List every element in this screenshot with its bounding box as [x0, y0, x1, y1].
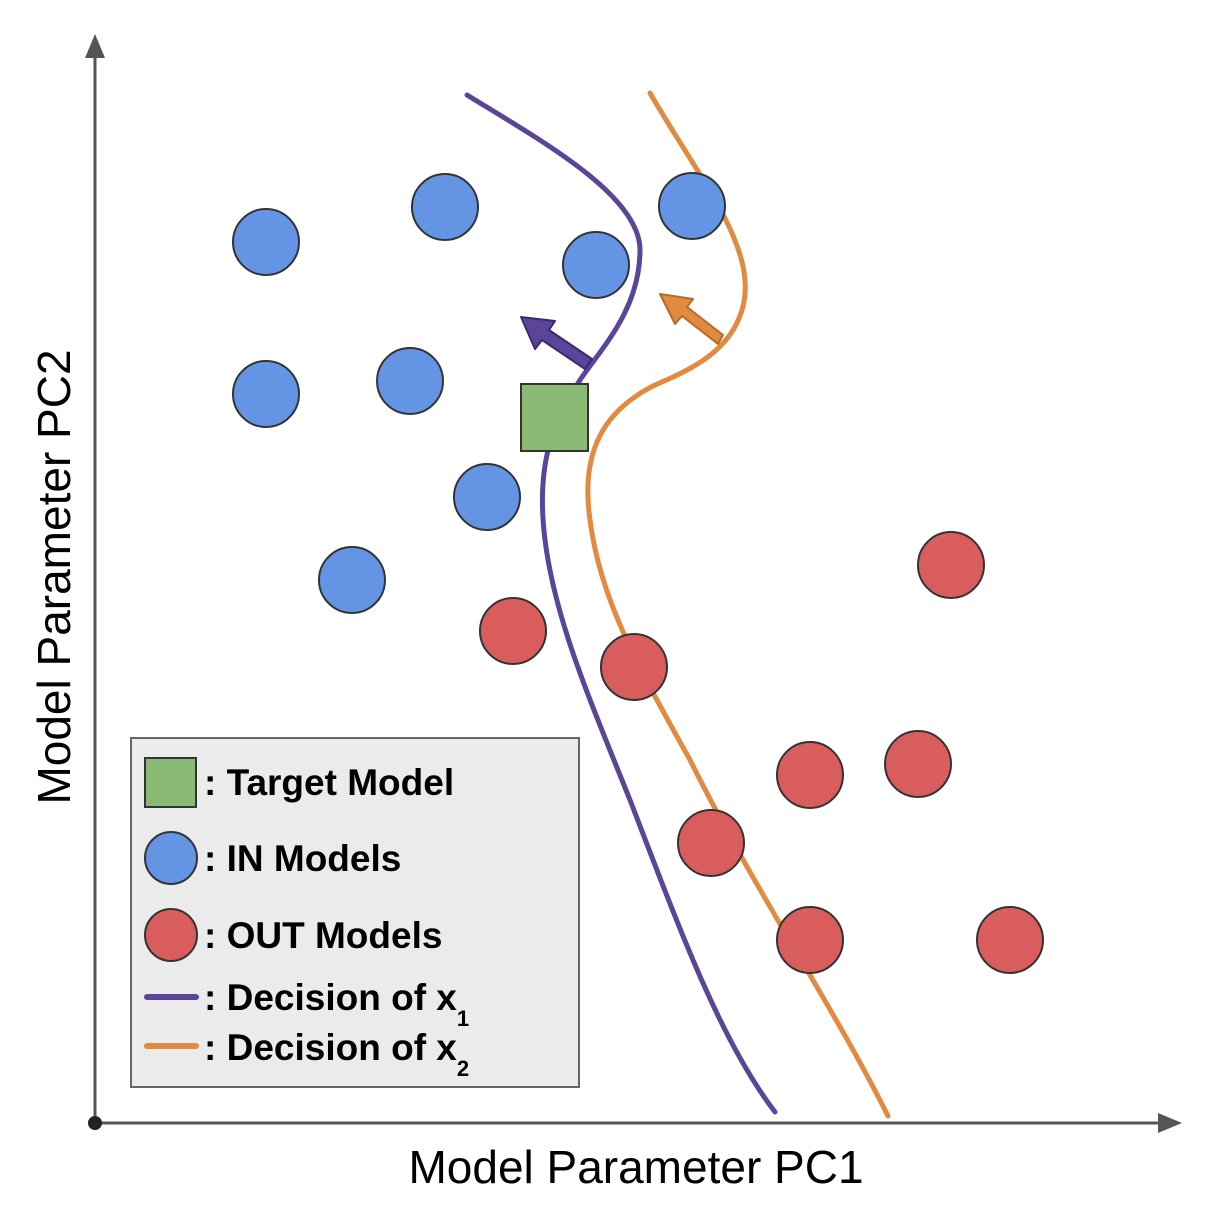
- out-models: [479, 531, 1044, 974]
- legend-decision-x1-subscript: 1: [457, 1006, 469, 1031]
- in-model-point: [411, 173, 479, 241]
- legend-out-swatch: [144, 908, 198, 962]
- legend-decision-x2-label: : Decision of x2: [204, 1027, 469, 1081]
- out-model-point: [884, 730, 952, 798]
- legend-in-swatch: [144, 831, 198, 885]
- legend-decision-x2-text: : Decision of x: [204, 1027, 457, 1068]
- in-model-point: [232, 360, 300, 428]
- shift-arrow-x2: [659, 293, 724, 345]
- in-model-point: [376, 347, 444, 415]
- legend-target-swatch: [144, 757, 197, 808]
- shift-arrow-x2-shape: [659, 293, 724, 345]
- legend: : Target Model : IN Models : OUT Models …: [130, 737, 580, 1088]
- out-model-point: [917, 531, 985, 599]
- legend-target-label: : Target Model: [204, 762, 454, 803]
- legend-decision-x1-label: : Decision of x1: [204, 977, 469, 1031]
- y-axis-title: Model Parameter PC2: [28, 349, 80, 804]
- in-model-point: [658, 172, 726, 240]
- shift-arrow-x1: [520, 316, 593, 370]
- legend-decision-x1-text: : Decision of x: [204, 977, 457, 1018]
- target-model-point: [520, 383, 589, 452]
- axis-origin-dot: [88, 1116, 102, 1130]
- shift-arrow-x1-shape: [520, 316, 593, 370]
- out-model-point: [776, 741, 844, 809]
- legend-box: [130, 737, 580, 1088]
- in-model-point: [453, 463, 521, 531]
- legend-in-label: : IN Models: [204, 838, 401, 879]
- out-model-point: [479, 597, 547, 665]
- in-models: [232, 172, 726, 614]
- in-model-point: [232, 208, 300, 276]
- in-model-point: [318, 546, 386, 614]
- out-model-point: [976, 906, 1044, 974]
- x-axis-arrowhead: [1158, 1113, 1182, 1133]
- decision-boundary-x2: [585, 90, 891, 1119]
- decision-boundary-x1: [464, 92, 778, 1115]
- out-model-point: [677, 809, 745, 877]
- in-model-point: [562, 231, 630, 299]
- y-axis-arrowhead: [85, 34, 105, 58]
- out-model-point: [776, 906, 844, 974]
- x-axis-title: Model Parameter PC1: [408, 1141, 863, 1193]
- legend-out-label: : OUT Models: [204, 915, 442, 956]
- out-model-point: [600, 633, 668, 701]
- axes: [85, 34, 1182, 1133]
- legend-decision-x2-subscript: 2: [457, 1056, 469, 1081]
